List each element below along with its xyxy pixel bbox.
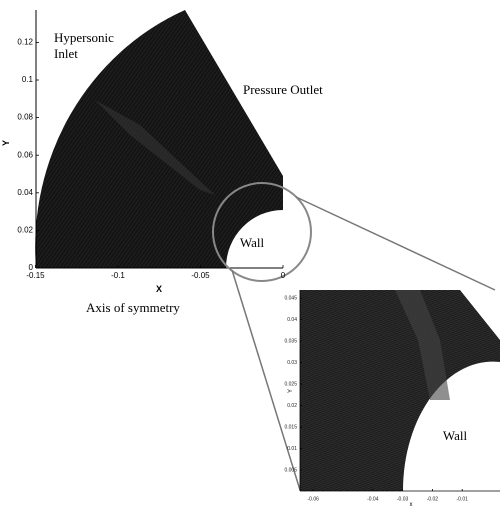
y-tick-label: 0.015 bbox=[284, 424, 297, 430]
x-tick-label: -0.02 bbox=[427, 496, 439, 502]
y-tick-label: 0.12 bbox=[17, 38, 33, 47]
y-tick-label: 0.02 bbox=[17, 226, 33, 235]
y-tick-label: 0.03 bbox=[287, 360, 297, 366]
x-tick-label: -0.03 bbox=[397, 496, 409, 502]
y-tick-label: 0 bbox=[29, 263, 34, 272]
zoom-line bbox=[232, 270, 300, 490]
inset-y-title: Y bbox=[288, 389, 294, 393]
x-axis-title: X bbox=[156, 284, 162, 294]
y-tick-label: 0.035 bbox=[284, 338, 297, 344]
inset-x-title: x bbox=[410, 502, 413, 508]
x-tick-label: -0.05 bbox=[191, 271, 210, 280]
figure: Hypersonic Inlet Pressure Outlet Wall Ax… bbox=[0, 0, 501, 511]
axis-label: Axis of symmetry bbox=[86, 300, 180, 315]
y-tick-label: 0.04 bbox=[17, 188, 33, 197]
y-tick-label: 0.02 bbox=[287, 403, 297, 409]
x-tick-label: -0.15 bbox=[26, 271, 45, 280]
x-tick-label: -0.01 bbox=[456, 496, 468, 502]
y-tick-label: 0.06 bbox=[17, 150, 33, 159]
zoom-line bbox=[296, 197, 495, 290]
inlet-label: Inlet bbox=[54, 46, 78, 61]
inlet-label: Hypersonic bbox=[54, 30, 114, 45]
y-tick-label: 0.04 bbox=[287, 317, 297, 323]
x-tick-label: 0 bbox=[281, 271, 286, 280]
y-tick-label: 0.08 bbox=[17, 113, 33, 122]
outlet-label: Pressure Outlet bbox=[243, 82, 323, 97]
y-axis-title: Y bbox=[1, 140, 11, 146]
wall-label: Wall bbox=[240, 235, 265, 250]
y-tick-label: 0.1 bbox=[22, 75, 34, 84]
y-tick-label: 0.045 bbox=[284, 295, 297, 301]
x-tick-label: -0.06 bbox=[307, 496, 319, 502]
y-tick-label: 0.005 bbox=[284, 467, 297, 473]
x-tick-label: -0.04 bbox=[367, 496, 379, 502]
inset-wall-label: Wall bbox=[443, 428, 468, 443]
y-tick-label: 0.01 bbox=[287, 446, 297, 452]
inset-mesh bbox=[300, 290, 500, 491]
x-tick-label: -0.1 bbox=[111, 271, 125, 280]
y-tick-label: 0.025 bbox=[284, 381, 297, 387]
